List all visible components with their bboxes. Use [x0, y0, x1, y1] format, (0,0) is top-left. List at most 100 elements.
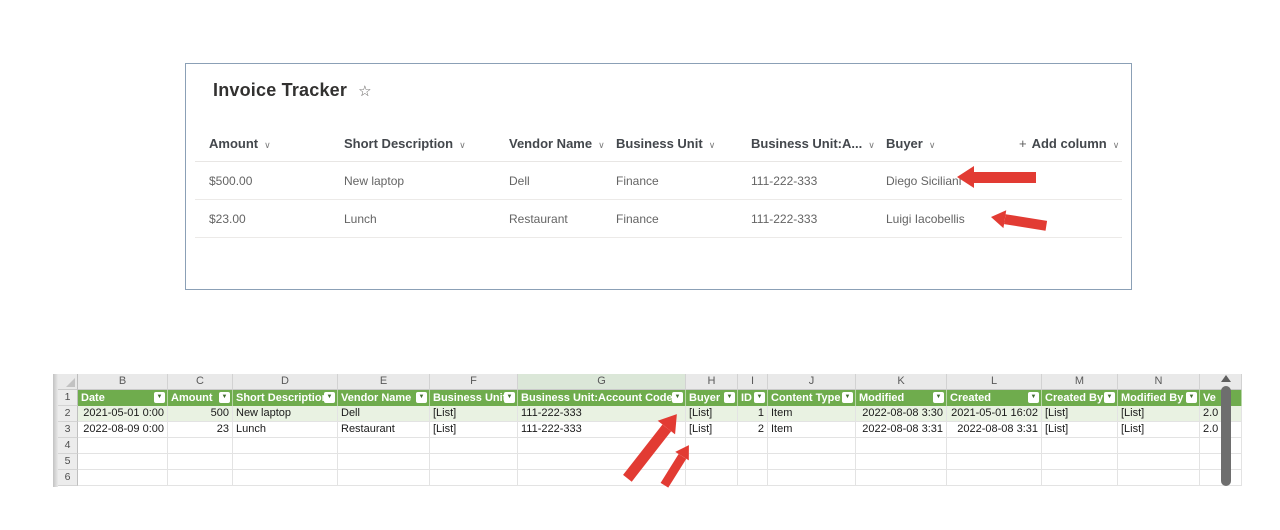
cell-D3[interactable]: Lunch	[233, 422, 338, 438]
cell-C6[interactable]	[168, 470, 233, 486]
cell-N4[interactable]	[1118, 438, 1200, 454]
filter-dropdown-icon[interactable]: ▼	[842, 392, 853, 403]
vertical-scrollbar[interactable]	[1221, 386, 1231, 486]
cell-G4[interactable]	[518, 438, 686, 454]
cell-N3[interactable]: [List]	[1118, 422, 1200, 438]
filter-dropdown-icon[interactable]: ▼	[1104, 392, 1115, 403]
cell-K4[interactable]	[856, 438, 947, 454]
cell-I5[interactable]	[738, 454, 768, 470]
list-row-1[interactable]: $500.00 New laptop Dell Finance 111-222-…	[195, 162, 1122, 200]
cell-B6[interactable]	[78, 470, 168, 486]
filter-dropdown-icon[interactable]: ▼	[724, 392, 735, 403]
filter-dropdown-icon[interactable]: ▼	[324, 392, 335, 403]
row-number-4[interactable]: 4	[58, 438, 78, 454]
col-letter-J[interactable]: J	[768, 374, 856, 390]
cell-J3[interactable]: Item	[768, 422, 856, 438]
sheet-header-account-code[interactable]: Business Unit:Account Code ▼	[518, 390, 686, 406]
column-header-buyer[interactable]: Buyer ∨	[886, 135, 936, 151]
cell-J4[interactable]	[768, 438, 856, 454]
filter-dropdown-icon[interactable]: ▼	[154, 392, 165, 403]
col-letter-N[interactable]: N	[1118, 374, 1200, 390]
column-header-business-unit-account[interactable]: Business Unit:A... ∨	[751, 135, 875, 151]
row-number-6[interactable]: 6	[58, 470, 78, 486]
sheet-header-date[interactable]: Date ▼	[78, 390, 168, 406]
sheet-header-business-unit[interactable]: Business Unit ▼	[430, 390, 518, 406]
cell-H4[interactable]	[686, 438, 738, 454]
cell-M3[interactable]: [List]	[1042, 422, 1118, 438]
sheet-header-created[interactable]: Created ▼	[947, 390, 1042, 406]
filter-dropdown-icon[interactable]: ▼	[1028, 392, 1039, 403]
cell-H6[interactable]	[686, 470, 738, 486]
cell-G5[interactable]	[518, 454, 686, 470]
cell-D2[interactable]: New laptop	[233, 406, 338, 422]
cell-L6[interactable]	[947, 470, 1042, 486]
cell-L4[interactable]	[947, 438, 1042, 454]
row-number-1[interactable]: 1	[58, 390, 78, 406]
filter-dropdown-icon[interactable]: ▼	[219, 392, 230, 403]
cell-H5[interactable]	[686, 454, 738, 470]
cell-L3[interactable]: 2022-08-08 3:31	[947, 422, 1042, 438]
cell-L5[interactable]	[947, 454, 1042, 470]
cell-M6[interactable]	[1042, 470, 1118, 486]
cell-J2[interactable]: Item	[768, 406, 856, 422]
cell-E3[interactable]: Restaurant	[338, 422, 430, 438]
sheet-header-modified-by[interactable]: Modified By ▼	[1118, 390, 1200, 406]
cell-I4[interactable]	[738, 438, 768, 454]
col-letter-E[interactable]: E	[338, 374, 430, 390]
cell-K2[interactable]: 2022-08-08 3:30	[856, 406, 947, 422]
col-letter-H[interactable]: H	[686, 374, 738, 390]
sheet-header-vendor-name[interactable]: Vendor Name ▼	[338, 390, 430, 406]
sheet-header-buyer[interactable]: Buyer ▼	[686, 390, 738, 406]
cell-F3[interactable]: [List]	[430, 422, 518, 438]
cell-I2[interactable]: 1	[738, 406, 768, 422]
col-letter-I[interactable]: I	[738, 374, 768, 390]
cell-G3[interactable]: 111-222-333	[518, 422, 686, 438]
sheet-header-id[interactable]: ID ▼	[738, 390, 768, 406]
filter-dropdown-icon[interactable]: ▼	[416, 392, 427, 403]
col-letter-B[interactable]: B	[78, 374, 168, 390]
cell-B5[interactable]	[78, 454, 168, 470]
column-header-amount[interactable]: Amount ∨	[209, 135, 271, 151]
col-letter-C[interactable]: C	[168, 374, 233, 390]
col-letter-G[interactable]: G	[518, 374, 686, 390]
filter-dropdown-icon[interactable]: ▼	[1186, 392, 1197, 403]
filter-dropdown-icon[interactable]: ▼	[672, 392, 683, 403]
cell-M4[interactable]	[1042, 438, 1118, 454]
cell-L2[interactable]: 2021-05-01 16:02	[947, 406, 1042, 422]
cell-D6[interactable]	[233, 470, 338, 486]
filter-dropdown-icon[interactable]: ▼	[504, 392, 515, 403]
cell-H3[interactable]: [List]	[686, 422, 738, 438]
cell-K5[interactable]	[856, 454, 947, 470]
add-column-button[interactable]: + Add column ∨	[1019, 135, 1120, 151]
col-letter-F[interactable]: F	[430, 374, 518, 390]
cell-J5[interactable]	[768, 454, 856, 470]
cell-E2[interactable]: Dell	[338, 406, 430, 422]
cell-C3[interactable]: 23	[168, 422, 233, 438]
cell-D5[interactable]	[233, 454, 338, 470]
sheet-header-amount[interactable]: Amount ▼	[168, 390, 233, 406]
cell-E4[interactable]	[338, 438, 430, 454]
cell-C2[interactable]: 500	[168, 406, 233, 422]
cell-F5[interactable]	[430, 454, 518, 470]
cell-M5[interactable]	[1042, 454, 1118, 470]
cell-I6[interactable]	[738, 470, 768, 486]
cell-B3[interactable]: 2022-08-09 0:00	[78, 422, 168, 438]
cell-H2[interactable]: [List]	[686, 406, 738, 422]
cell-N2[interactable]: [List]	[1118, 406, 1200, 422]
cell-F6[interactable]	[430, 470, 518, 486]
cell-D4[interactable]	[233, 438, 338, 454]
cell-F4[interactable]	[430, 438, 518, 454]
sheet-header-modified[interactable]: Modified ▼	[856, 390, 947, 406]
col-letter-K[interactable]: K	[856, 374, 947, 390]
cell-E6[interactable]	[338, 470, 430, 486]
cell-I3[interactable]: 2	[738, 422, 768, 438]
cell-O6[interactable]	[1200, 470, 1242, 486]
scroll-up-icon[interactable]	[1221, 375, 1231, 382]
row-number-5[interactable]: 5	[58, 454, 78, 470]
cell-M2[interactable]: [List]	[1042, 406, 1118, 422]
filter-dropdown-icon[interactable]: ▼	[933, 392, 944, 403]
sheet-header-created-by[interactable]: Created By ▼	[1042, 390, 1118, 406]
column-header-business-unit[interactable]: Business Unit ∨	[616, 135, 716, 151]
cell-K6[interactable]	[856, 470, 947, 486]
row-number-3[interactable]: 3	[58, 422, 78, 438]
